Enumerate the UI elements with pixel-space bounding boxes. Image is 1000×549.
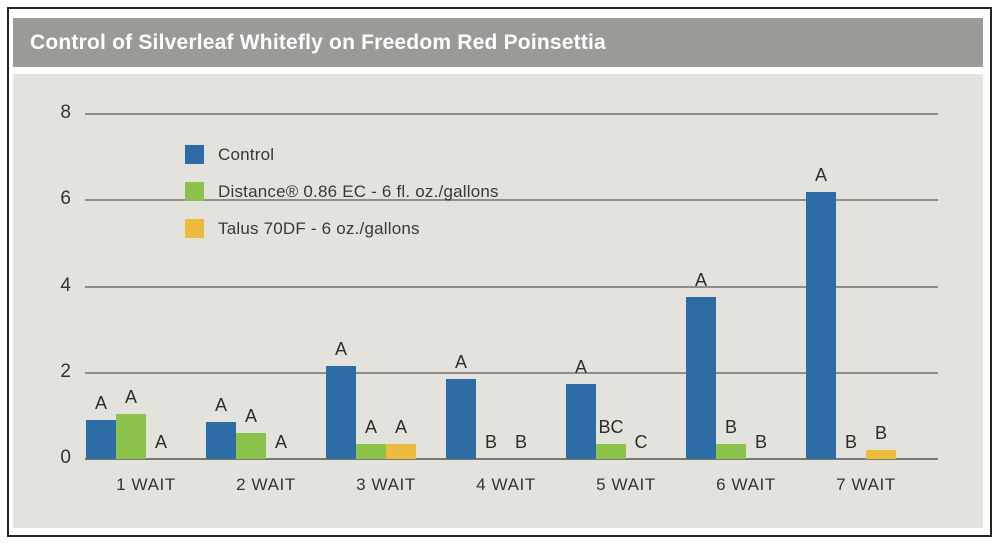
x-axis-label-3: 3 WAIT bbox=[356, 475, 416, 494]
bar-1wait-distance® bbox=[116, 413, 146, 459]
legend-label-talus: Talus 70DF - 6 oz./gallons bbox=[218, 218, 420, 238]
bar-5wait-control bbox=[566, 383, 596, 459]
legend-swatch-talus bbox=[185, 219, 204, 238]
legend-swatch-control bbox=[185, 145, 204, 164]
y-tick-label-0: 0 bbox=[60, 447, 71, 468]
y-tick-label-4: 4 bbox=[60, 274, 71, 296]
bar-3wait-talus bbox=[386, 443, 416, 459]
bar-4wait-control bbox=[446, 379, 476, 459]
legend-row-control: Control bbox=[185, 136, 499, 173]
x-axis-label-4: 4 WAIT bbox=[476, 475, 536, 494]
sig-letter: B bbox=[754, 432, 767, 452]
gridline-8 bbox=[85, 113, 938, 115]
chart-panel: 0 2 4 6 8 A A A A A A A A A A B BC B B A A A B C B B 1 WAIT 2 WAIT 3… bbox=[13, 74, 983, 528]
x-axis-label-7: 7 WAIT bbox=[836, 475, 896, 494]
x-axis-label-1: 1 WAIT bbox=[116, 475, 176, 494]
gridline-4 bbox=[85, 285, 938, 288]
sig-letter: A bbox=[154, 432, 167, 452]
y-tick-label-6: 6 bbox=[60, 188, 71, 210]
sig-letter: A bbox=[574, 356, 587, 377]
sig-letter: B bbox=[724, 416, 737, 437]
bar-6wait-distance® bbox=[716, 443, 746, 459]
sig-letter: B bbox=[844, 432, 857, 452]
sig-letter: A bbox=[694, 270, 707, 291]
gridline-6 bbox=[85, 199, 938, 202]
bar-1wait-control bbox=[86, 420, 116, 459]
bar-3wait-distance® bbox=[356, 443, 386, 459]
bar-2wait-distance® bbox=[236, 433, 266, 459]
x-axis-line bbox=[85, 458, 938, 460]
bar-7wait-talus bbox=[866, 450, 896, 459]
bar-5wait-distance® bbox=[596, 443, 626, 459]
gridline-2 bbox=[85, 371, 938, 374]
legend-row-distance: Distance® 0.86 EC - 6 fl. oz./gallons bbox=[185, 173, 499, 210]
bar-2wait-control bbox=[206, 422, 236, 459]
y-tick-label-2: 2 bbox=[60, 360, 71, 382]
sig-letter: A bbox=[274, 432, 287, 452]
legend-label-distance: Distance® 0.86 EC - 6 fl. oz./gallons bbox=[218, 181, 499, 201]
x-axis-label-2: 2 WAIT bbox=[236, 475, 296, 494]
legend: Control Distance® 0.86 EC - 6 fl. oz./ga… bbox=[185, 136, 499, 247]
x-axis-label-5: 5 WAIT bbox=[596, 475, 656, 494]
sig-letter: B bbox=[484, 432, 497, 452]
chart-title: Control of Silverleaf Whitefly on Freedo… bbox=[30, 31, 606, 54]
sig-letter: A bbox=[394, 416, 407, 437]
sig-letter: A bbox=[364, 416, 377, 437]
y-tick-label-8: 8 bbox=[60, 102, 71, 123]
bar-7wait-control bbox=[806, 191, 836, 459]
x-axis-label-6: 6 WAIT bbox=[716, 475, 776, 494]
bar-6wait-control bbox=[686, 297, 716, 459]
sig-letter: C bbox=[634, 432, 648, 452]
legend-label-control: Control bbox=[218, 144, 275, 164]
sig-letter: A bbox=[454, 352, 467, 373]
sig-letter: A bbox=[94, 393, 107, 414]
chart-title-bar: Control of Silverleaf Whitefly on Freedo… bbox=[13, 18, 983, 67]
sig-letter: A bbox=[214, 395, 227, 416]
sig-letter: BC bbox=[598, 416, 624, 437]
legend-row-talus: Talus 70DF - 6 oz./gallons bbox=[185, 210, 499, 247]
sig-letter: A bbox=[124, 386, 137, 407]
sig-letter: A bbox=[244, 406, 257, 427]
bar-3wait-control bbox=[326, 366, 356, 459]
sig-letter: A bbox=[814, 164, 827, 185]
legend-swatch-distance bbox=[185, 182, 204, 201]
sig-letter: B bbox=[874, 423, 887, 444]
sig-letter: B bbox=[514, 432, 527, 452]
plot-area: 0 2 4 6 8 A A A A A A A A A A B BC B B A A A B C B B 1 WAIT 2 WAIT 3… bbox=[13, 74, 983, 528]
sig-letter: A bbox=[334, 339, 347, 360]
